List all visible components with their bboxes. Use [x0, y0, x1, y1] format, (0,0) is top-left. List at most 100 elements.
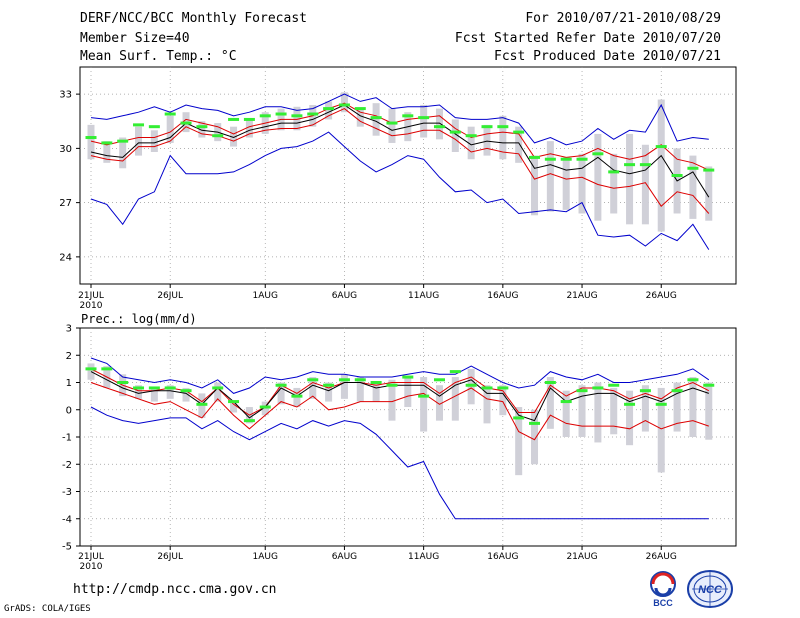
start-refer-date: Fcst Started Refer Date 2010/07/20	[454, 31, 721, 46]
temp-spread-bar	[87, 124, 95, 160]
temp-median-mark	[307, 112, 319, 116]
prec-median-mark	[133, 386, 145, 390]
temp-median-mark	[212, 134, 224, 138]
prec-upper-line	[90, 368, 710, 416]
temp-median-mark	[243, 117, 255, 121]
prec-x-year-label: 2010	[80, 562, 103, 572]
prec-median-mark	[164, 386, 176, 390]
temp-spread-bar	[420, 104, 428, 138]
temp-y-tick-label: 24	[59, 252, 72, 263]
prec-median-mark	[259, 405, 271, 409]
temp-median-mark	[481, 125, 493, 129]
temp-spread-bar	[594, 133, 602, 221]
temp-median-mark	[560, 157, 572, 161]
prec-median-mark	[671, 389, 683, 393]
prec-spread-bar	[182, 387, 190, 402]
temp-median-mark	[180, 121, 192, 125]
prec-spread-bar	[515, 407, 523, 476]
prec-spread-bar	[388, 379, 396, 421]
temp-median-mark	[148, 125, 160, 129]
temp-median-mark	[687, 166, 699, 170]
prec-median-mark	[291, 394, 303, 398]
prec-spread-bar	[309, 377, 317, 399]
temp-median-mark	[465, 134, 477, 138]
temp-median-mark	[655, 145, 667, 149]
prec-median-mark	[243, 419, 255, 423]
prec-spread-bar	[451, 377, 459, 421]
temp-median-mark	[671, 174, 683, 177]
temp-spread-bar	[198, 121, 206, 138]
temp-spread-bar	[150, 130, 158, 152]
temp-spread-bar	[103, 141, 111, 163]
prec-median-mark	[560, 400, 572, 404]
prec-mean-line	[90, 371, 709, 422]
temp-spread-bar	[388, 108, 396, 143]
prec-median-mark	[513, 416, 525, 420]
prec-y-tick-label: -4	[62, 514, 72, 525]
temp-median-mark	[117, 139, 129, 143]
temp-median-mark	[576, 157, 588, 161]
temp-median-mark	[529, 155, 541, 159]
prec-median-mark	[323, 383, 335, 387]
temp-spread-bar	[610, 153, 618, 214]
prec-y-tick-label: -1	[62, 433, 72, 444]
prec-median-mark	[639, 389, 651, 393]
source-url[interactable]: http://cmdp.ncc.cma.gov.cn	[73, 582, 277, 597]
temp-median-mark	[497, 125, 509, 129]
prec-spread-bar	[325, 382, 333, 402]
prec-median-mark	[117, 381, 129, 384]
prec-median-mark	[449, 370, 461, 374]
temp-spread-bar	[705, 166, 713, 221]
prec-spread-bar	[673, 382, 681, 432]
temp-spread-bar	[657, 99, 665, 232]
prec-spread-bar	[594, 382, 602, 443]
temp-mean-line	[90, 104, 710, 198]
prec-x-tick-label: 26JUL	[157, 552, 183, 562]
temp-y-tick-label: 33	[59, 90, 72, 101]
prec-y-tick-label: 3	[66, 324, 72, 335]
temp-median-mark	[703, 168, 715, 172]
temp-median-mark	[259, 114, 271, 118]
temp-x-tick-label: 21JUL	[78, 291, 104, 301]
temp-median-mark	[338, 103, 350, 107]
temp-spread-bar	[245, 119, 253, 138]
prec-y-tick-label: -3	[62, 487, 72, 498]
temp-spread-bar	[499, 115, 507, 160]
prec-median-mark	[576, 389, 588, 393]
temp-spread-bar	[119, 137, 127, 169]
temp-median-mark	[101, 141, 113, 145]
prec-median-mark	[497, 386, 509, 390]
temp-spread-bar	[626, 133, 634, 225]
temp-median-mark	[323, 107, 335, 111]
temp-median-mark	[608, 170, 620, 174]
temp-median-mark	[275, 112, 287, 116]
prec-y-tick-label: 2	[66, 351, 72, 362]
variable-label: Mean Surf. Temp.: °C	[80, 49, 237, 64]
temp-min-line	[90, 131, 710, 250]
temp-median-mark	[164, 112, 176, 116]
prec-median-mark	[307, 378, 319, 382]
temp-spread-bar	[562, 157, 570, 210]
temp-spread-bar	[641, 144, 649, 225]
temp-median-mark	[449, 130, 461, 134]
prec-median-mark	[85, 367, 97, 371]
temp-median-mark	[370, 116, 382, 120]
prec-median-mark	[354, 378, 366, 382]
temp-spread-bar	[325, 101, 333, 120]
prec-median-mark	[101, 367, 113, 371]
produced-date: Fcst Produced Date 2010/07/21	[494, 49, 721, 64]
temp-spread-bar	[340, 92, 348, 113]
temp-x-tick-label: 16AUG	[487, 291, 518, 301]
prec-x-tick-label: 16AUG	[487, 552, 518, 562]
prec-median-mark	[148, 386, 160, 390]
prec-spread-bar	[626, 390, 634, 446]
prec-median-mark	[687, 378, 699, 382]
temp-median-mark	[133, 123, 145, 127]
temp-median-mark	[196, 125, 208, 129]
prec-median-mark	[481, 386, 493, 390]
temp-spread-bar	[372, 103, 380, 136]
temp-median-mark	[639, 163, 651, 167]
prec-median-mark	[465, 383, 477, 387]
temp-spread-bar	[230, 126, 238, 147]
